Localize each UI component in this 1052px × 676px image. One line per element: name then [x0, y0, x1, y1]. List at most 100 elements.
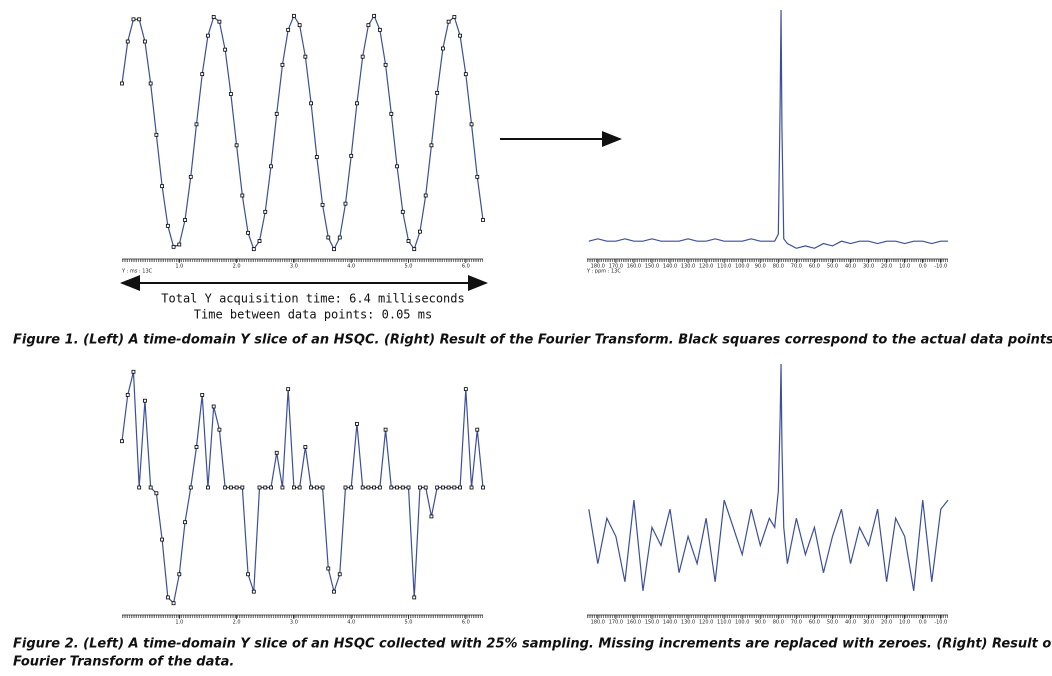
x-tick-label: 90.0	[755, 620, 766, 626]
data-point	[292, 13, 296, 18]
x-tick-label: 160.0	[627, 620, 641, 626]
data-point	[320, 485, 325, 490]
x-tick-label: 4.0	[347, 264, 355, 270]
data-point	[349, 485, 354, 490]
data-point	[309, 485, 313, 490]
data-point	[165, 595, 170, 600]
x-tick-label: 3.0	[290, 264, 298, 270]
data-point	[446, 485, 451, 490]
data-point	[326, 566, 331, 571]
x-tick-label: 0.0	[919, 620, 927, 626]
data-point	[337, 235, 342, 240]
data-point	[440, 46, 445, 51]
x-tick-label: 60.0	[809, 264, 820, 270]
data-point	[188, 485, 193, 490]
data-point	[217, 19, 222, 24]
x-tick-label: 170.0	[609, 264, 623, 270]
data-point	[343, 201, 348, 206]
x-tick-label: 120.0	[699, 264, 713, 270]
line	[121, 14, 484, 251]
x-tick-label: 10.0	[899, 264, 910, 270]
data-point	[458, 485, 462, 490]
x-tick-label: 30.0	[863, 620, 874, 626]
data-point	[360, 485, 365, 490]
data-point	[395, 485, 399, 490]
data-point	[377, 485, 382, 490]
x-tick-label: 1.0	[175, 620, 183, 626]
data-point	[423, 193, 428, 198]
data-point	[137, 485, 142, 490]
data-point	[303, 445, 308, 449]
x-tick-label: 130.0	[681, 264, 695, 270]
data-point	[286, 27, 291, 32]
data-point	[349, 153, 354, 158]
data-point	[395, 164, 399, 169]
data-point	[228, 92, 233, 96]
data-point	[143, 39, 147, 44]
data-point	[228, 485, 233, 490]
data-point	[355, 101, 359, 106]
data-point	[211, 15, 216, 19]
x-tick-label: 40.0	[845, 264, 856, 270]
data-point	[188, 174, 193, 179]
data-point	[206, 33, 210, 38]
line	[121, 371, 484, 605]
x-tick-label: 5.0	[405, 264, 413, 270]
x-tick-label: 70.0	[791, 620, 802, 626]
data-point	[269, 164, 273, 169]
x-tick-label: 120.0	[699, 620, 713, 626]
x-tick-label: 170.0	[609, 620, 623, 626]
data-point	[120, 439, 124, 444]
x-tick-label: 60.0	[809, 620, 820, 626]
x-tick-label: 5.0	[405, 620, 413, 626]
data-point	[263, 485, 268, 490]
data-point	[143, 398, 147, 403]
x-tick-label: 3.0	[290, 620, 298, 626]
x-tick-label: 150.0	[645, 264, 659, 270]
x-tick-label: 140.0	[663, 620, 677, 626]
data-point	[314, 155, 319, 159]
data-point	[125, 39, 130, 44]
data-point	[183, 218, 187, 222]
data-point	[337, 572, 342, 577]
data-point	[274, 111, 279, 116]
data-point	[274, 450, 279, 455]
x-tick-label: 150.0	[645, 620, 659, 626]
data-point	[412, 247, 417, 252]
x-tick-label: 4.0	[347, 620, 355, 626]
data-point	[297, 23, 302, 28]
data-point	[435, 485, 440, 490]
annotation: Time between data points: 0.05 ms	[194, 308, 432, 322]
data-point	[366, 23, 371, 28]
data-point	[194, 445, 199, 449]
data-point	[400, 485, 405, 490]
data-point	[211, 404, 216, 409]
x-tick-label: 6.0	[462, 620, 470, 626]
data-point	[125, 393, 130, 397]
data-point	[148, 81, 153, 86]
x-tick-label: 50.0	[827, 620, 838, 626]
data-point	[257, 239, 262, 243]
data-point	[463, 72, 468, 77]
data-point	[481, 485, 485, 490]
data-point	[160, 537, 165, 542]
x-axis-label: Y : ppm : 13C	[586, 269, 621, 275]
data-point	[412, 595, 417, 600]
data-point	[177, 572, 182, 577]
x-tick-label: 80.0	[773, 264, 784, 270]
data-point	[406, 485, 411, 490]
data-point	[154, 491, 159, 496]
data-point	[148, 485, 153, 490]
data-point	[286, 387, 291, 392]
data-point	[440, 485, 445, 490]
data-point	[469, 122, 474, 127]
data-point	[366, 485, 371, 490]
caption: Figure 2. (Left) A time-domain Y slice o…	[13, 637, 1052, 652]
x-tick-label: 80.0	[773, 620, 784, 626]
data-point	[314, 485, 319, 490]
data-point	[423, 485, 428, 490]
data-point	[383, 427, 388, 432]
x-tick-label: 50.0	[827, 264, 838, 270]
